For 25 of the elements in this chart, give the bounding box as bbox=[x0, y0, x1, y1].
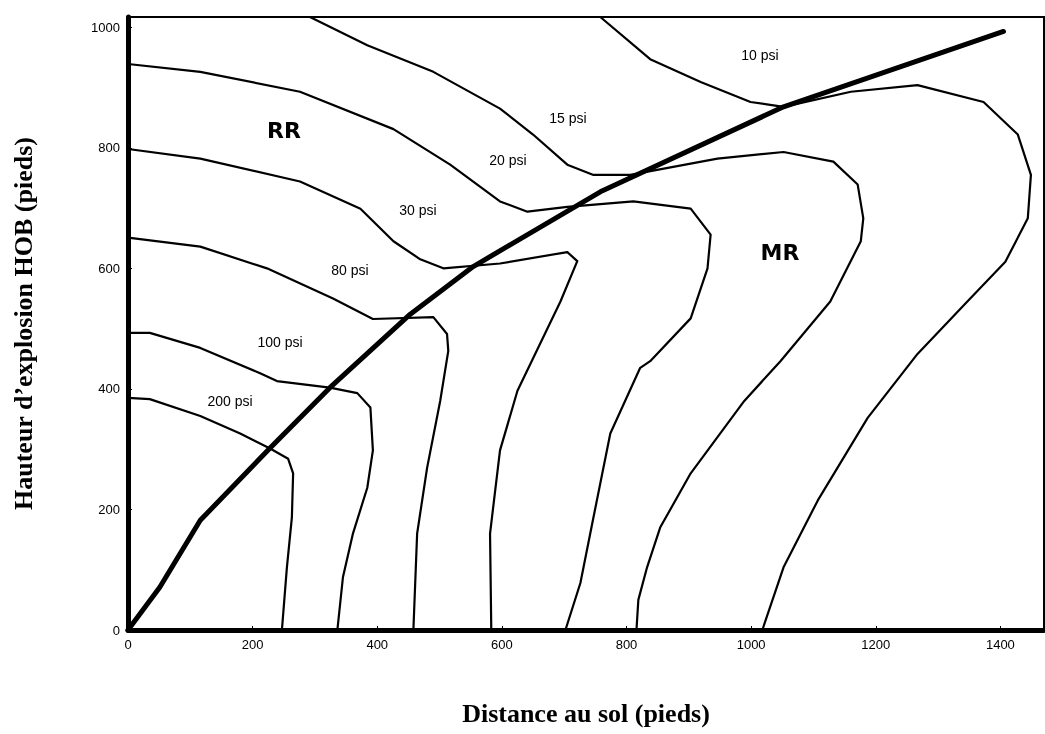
y-tick-label: 1000 bbox=[91, 19, 120, 35]
text: 10 psi bbox=[741, 47, 779, 63]
y-tick-label: 800 bbox=[98, 140, 120, 156]
series-label: 200 psi bbox=[207, 393, 253, 409]
x-tick-label: 600 bbox=[491, 637, 513, 652]
x-tick-label: 1400 bbox=[985, 637, 1015, 652]
y-tick-label: 400 bbox=[98, 381, 120, 397]
series-label: 100 psi bbox=[257, 334, 303, 350]
x-axis-title: Distance au sol (pieds) bbox=[462, 698, 710, 728]
x-tick-label: 1000 bbox=[736, 637, 766, 652]
series-label: 15 psi bbox=[549, 110, 587, 126]
y-axis-title: Hauteur d’explosion HOB (pieds) bbox=[8, 137, 38, 510]
y-tick-label: 600 bbox=[98, 260, 120, 276]
y-tick-label: 200 bbox=[98, 501, 120, 517]
x-tick-label: 200 bbox=[241, 637, 264, 652]
annotation: RR bbox=[267, 117, 301, 143]
x-tick-label: 1200 bbox=[861, 637, 891, 652]
y-tick-label: 0 bbox=[112, 622, 120, 638]
x-tick-label: 800 bbox=[615, 637, 638, 652]
annotation: MR bbox=[760, 239, 800, 265]
series-label: 80 psi bbox=[331, 262, 369, 278]
x-tick-label: 400 bbox=[366, 637, 389, 652]
series-label: 20 psi bbox=[489, 152, 527, 168]
x-tick-label: 0 bbox=[124, 637, 132, 652]
series-label: 30 psi bbox=[399, 202, 437, 218]
